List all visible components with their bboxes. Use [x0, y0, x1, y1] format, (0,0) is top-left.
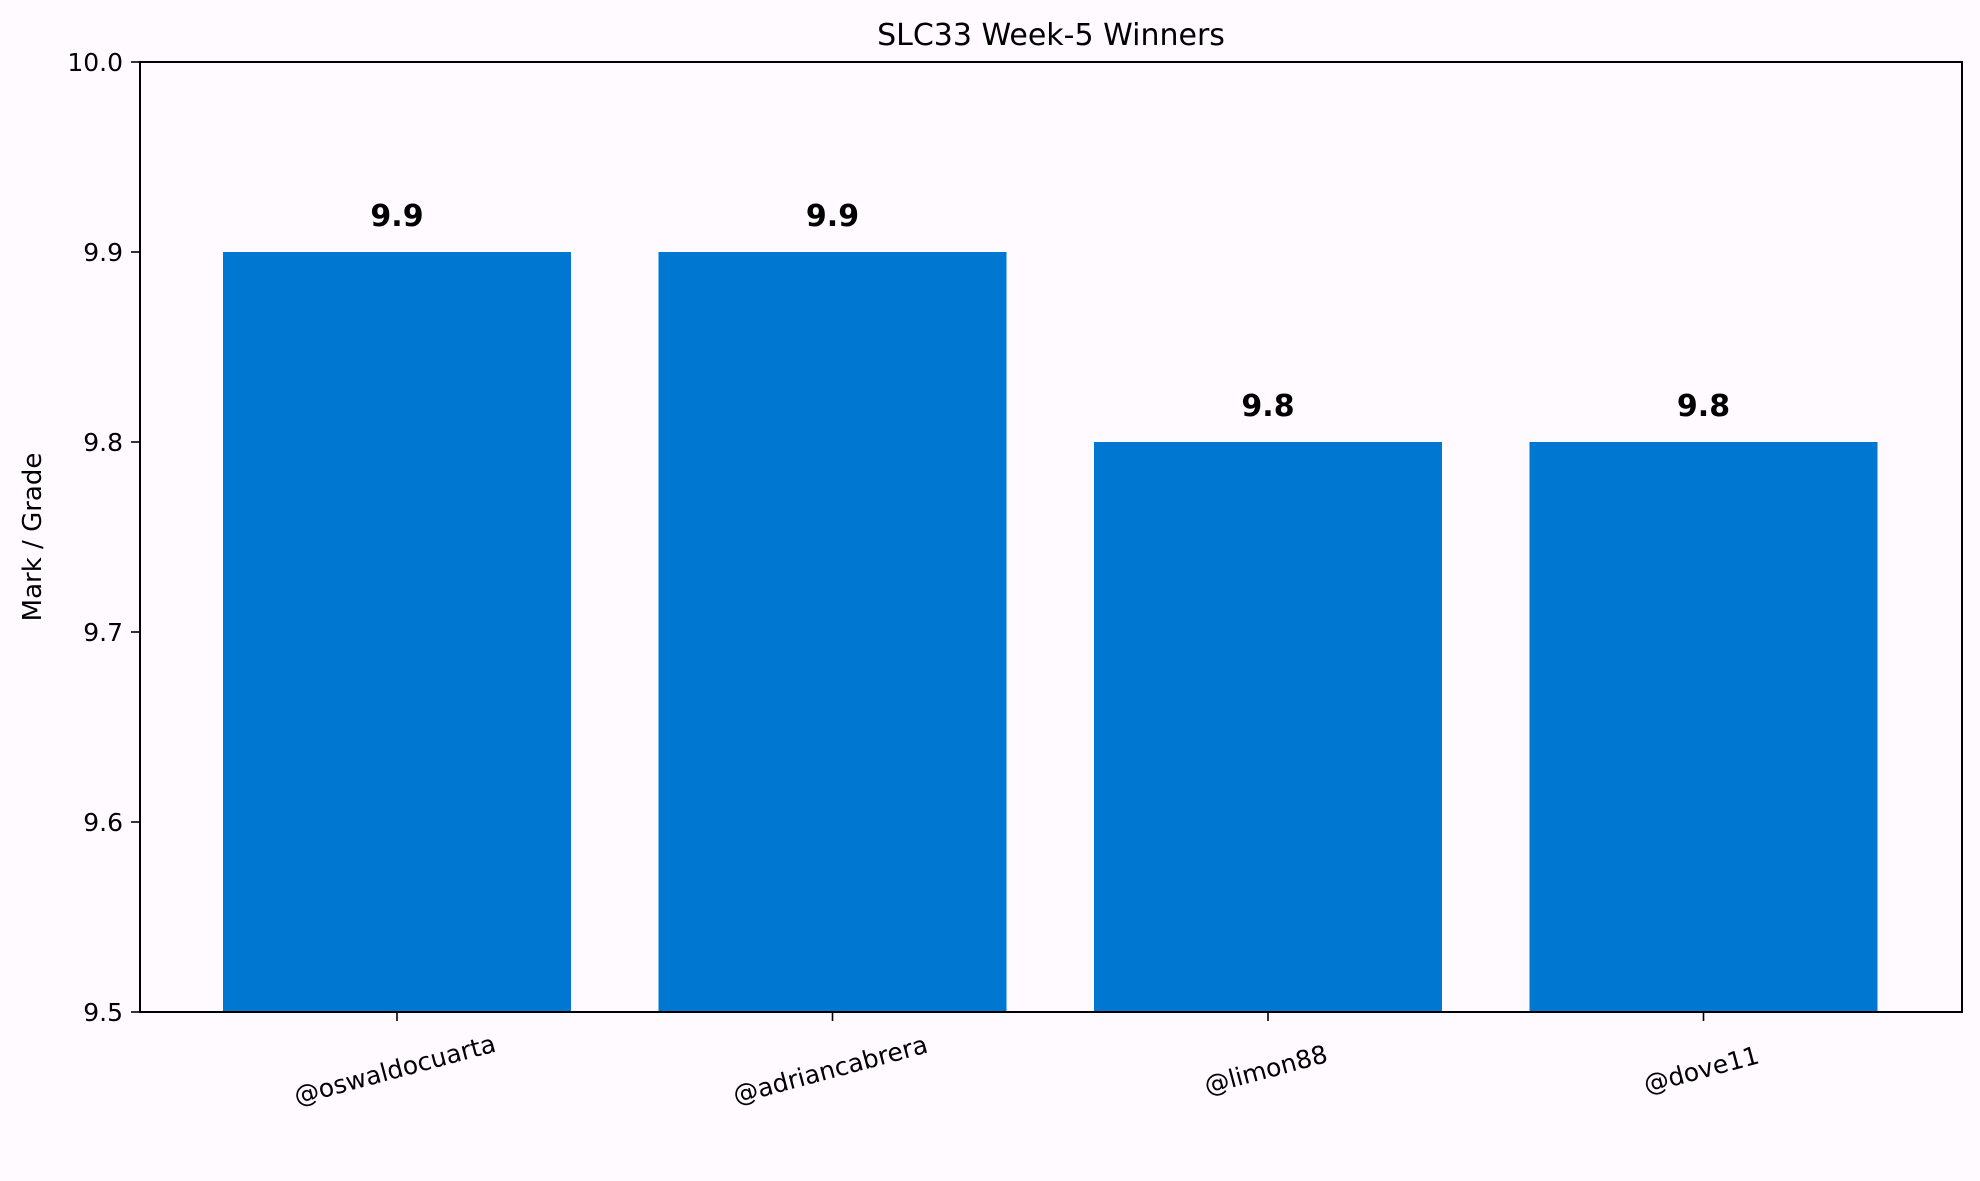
y-tick-label: 9.6 — [83, 808, 123, 837]
y-tick-label: 9.9 — [83, 238, 123, 267]
bar-oswaldocuarta — [223, 252, 571, 1012]
y-axis-label: Mark / Grade — [18, 453, 48, 622]
chart-title: SLC33 Week-5 Winners — [877, 18, 1225, 53]
plot-frame — [139, 61, 1963, 1013]
data-label: 9.8 — [1677, 389, 1730, 424]
data-label: 9.8 — [1241, 389, 1294, 424]
x-tick-label: @oswaldocuarta — [291, 1029, 499, 1111]
data-label: 9.9 — [370, 199, 423, 234]
bar-dove11 — [1529, 442, 1878, 1012]
y-tick-label: 9.8 — [83, 428, 123, 457]
y-tick-label: 9.5 — [83, 998, 123, 1027]
x-tick-label: @limon88 — [1201, 1039, 1330, 1100]
x-tick-label: @dove11 — [1640, 1040, 1762, 1099]
y-axis-ticks: 9.5 9.6 9.7 9.8 9.9 10.0 — [67, 48, 140, 1027]
data-label: 9.9 — [806, 199, 859, 234]
bar-adriancabrera — [658, 252, 1007, 1012]
bar-limon88 — [1094, 442, 1442, 1012]
x-axis-ticks: @oswaldocuarta @adriancabrera @limon88 @dov… — [291, 1012, 1762, 1111]
y-tick-label: 10.0 — [67, 48, 123, 77]
x-tick-label: @adriancabrera — [730, 1030, 931, 1110]
y-tick-label: 9.7 — [83, 618, 123, 647]
bars-layer: 9.9 9.9 9.8 9.8 — [223, 199, 1878, 1012]
